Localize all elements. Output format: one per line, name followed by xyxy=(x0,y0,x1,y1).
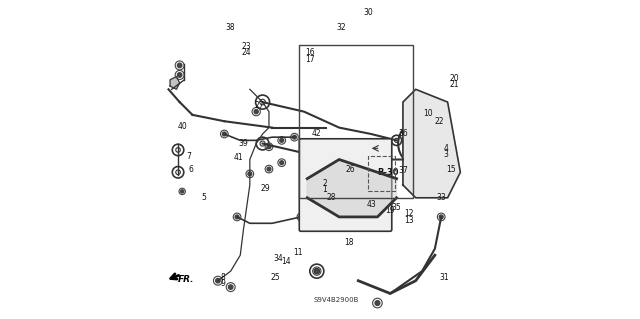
Text: 42: 42 xyxy=(312,130,322,138)
Text: 24: 24 xyxy=(242,48,252,57)
Text: 39: 39 xyxy=(239,139,248,148)
Text: 20: 20 xyxy=(449,74,459,83)
Circle shape xyxy=(315,269,319,273)
Text: 10: 10 xyxy=(424,109,433,118)
Text: 13: 13 xyxy=(404,216,414,225)
Circle shape xyxy=(177,63,182,68)
Text: 22: 22 xyxy=(435,117,444,126)
Circle shape xyxy=(180,190,184,193)
Circle shape xyxy=(235,215,239,219)
Circle shape xyxy=(216,278,220,283)
Bar xyxy=(300,45,413,198)
Text: 32: 32 xyxy=(336,23,346,32)
Text: 14: 14 xyxy=(282,257,291,266)
Text: 35: 35 xyxy=(392,203,401,212)
FancyBboxPatch shape xyxy=(300,139,392,231)
Circle shape xyxy=(254,110,259,114)
Text: 23: 23 xyxy=(242,42,252,51)
Polygon shape xyxy=(307,160,397,217)
Circle shape xyxy=(292,135,296,139)
Text: 12: 12 xyxy=(404,209,414,218)
Bar xyxy=(368,156,395,191)
Circle shape xyxy=(280,138,284,142)
Text: 36: 36 xyxy=(398,130,408,138)
Text: 16: 16 xyxy=(306,48,316,57)
Circle shape xyxy=(299,215,303,219)
Text: 38: 38 xyxy=(226,23,236,32)
Text: 11: 11 xyxy=(293,248,303,256)
Text: B-30: B-30 xyxy=(378,168,399,177)
Text: 30: 30 xyxy=(363,8,372,17)
Text: 37: 37 xyxy=(398,166,408,175)
Text: 25: 25 xyxy=(271,273,280,282)
Text: 8: 8 xyxy=(220,273,225,282)
Text: 26: 26 xyxy=(346,165,355,174)
Text: 6: 6 xyxy=(188,165,193,174)
Circle shape xyxy=(375,300,380,306)
Polygon shape xyxy=(403,89,460,198)
Circle shape xyxy=(248,172,252,176)
Text: 33: 33 xyxy=(436,193,446,202)
Text: 7: 7 xyxy=(186,152,191,161)
Text: 17: 17 xyxy=(306,55,316,63)
Polygon shape xyxy=(170,77,180,89)
Text: 18: 18 xyxy=(344,238,353,247)
Text: 29: 29 xyxy=(261,184,271,193)
Text: 40: 40 xyxy=(177,122,187,130)
Text: S9V4B2900B: S9V4B2900B xyxy=(313,297,358,303)
Text: 43: 43 xyxy=(366,200,376,209)
Circle shape xyxy=(177,73,182,77)
Circle shape xyxy=(439,215,443,219)
Circle shape xyxy=(267,167,271,171)
Text: 3: 3 xyxy=(444,150,449,159)
Circle shape xyxy=(280,161,284,165)
Text: 28: 28 xyxy=(326,193,336,202)
Text: 27: 27 xyxy=(255,101,264,110)
Text: 21: 21 xyxy=(449,80,459,89)
Text: 2: 2 xyxy=(323,179,327,188)
Text: FR.: FR. xyxy=(178,275,195,284)
Text: 41: 41 xyxy=(234,153,243,162)
Text: 1: 1 xyxy=(323,185,327,194)
Circle shape xyxy=(228,285,233,289)
Circle shape xyxy=(267,145,271,149)
Text: 9: 9 xyxy=(220,279,225,288)
Text: 19: 19 xyxy=(385,206,395,215)
Circle shape xyxy=(222,132,226,136)
Text: 34: 34 xyxy=(274,254,284,263)
Text: 15: 15 xyxy=(446,165,456,174)
Text: 31: 31 xyxy=(440,273,449,282)
Text: 5: 5 xyxy=(201,193,206,202)
Text: 4: 4 xyxy=(444,144,449,153)
